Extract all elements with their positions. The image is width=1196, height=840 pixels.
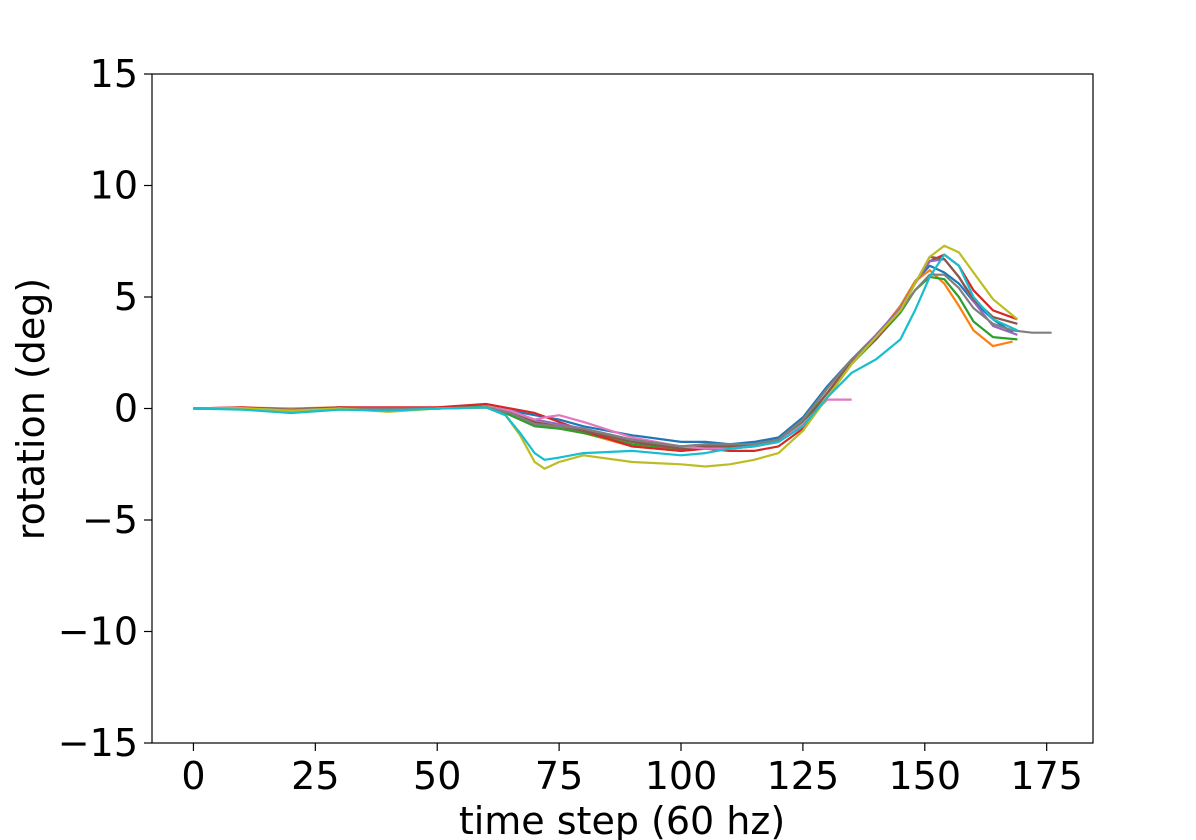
y-axis-label: rotation (deg) xyxy=(9,278,53,540)
series-line-2 xyxy=(193,269,1013,452)
series-line-1 xyxy=(193,264,1014,446)
x-axis-label: time step (60 hz) xyxy=(459,799,785,840)
y-tick-label: −5 xyxy=(82,498,138,542)
series-line-5 xyxy=(193,258,1018,448)
x-axis: 0 25 50 75 100 125 150 175 xyxy=(181,743,1083,798)
series-line-10 xyxy=(193,253,1018,461)
series-line-3 xyxy=(193,275,1018,450)
y-tick-label: 5 xyxy=(114,275,138,319)
x-tick-label: 0 xyxy=(181,754,205,798)
x-tick-label: 100 xyxy=(645,754,718,798)
y-tick-label: 15 xyxy=(90,52,138,96)
x-tick-label: 75 xyxy=(535,754,583,798)
x-tick-label: 175 xyxy=(1010,754,1083,798)
x-tick-label: 50 xyxy=(413,754,461,798)
y-tick-label: −15 xyxy=(58,721,138,765)
x-tick-label: 125 xyxy=(767,754,840,798)
series-layer xyxy=(193,244,1052,470)
x-tick-label: 150 xyxy=(889,754,962,798)
y-tick-label: 0 xyxy=(114,387,138,431)
x-tick-label: 25 xyxy=(291,754,339,798)
series-line-8 xyxy=(193,273,1052,448)
y-tick-label: 10 xyxy=(90,164,138,208)
y-tick-label: −10 xyxy=(58,610,138,654)
series-line-6 xyxy=(193,255,1018,450)
y-axis: −15 −10 −5 0 5 10 15 xyxy=(58,52,152,765)
series-line-4 xyxy=(193,253,1018,452)
